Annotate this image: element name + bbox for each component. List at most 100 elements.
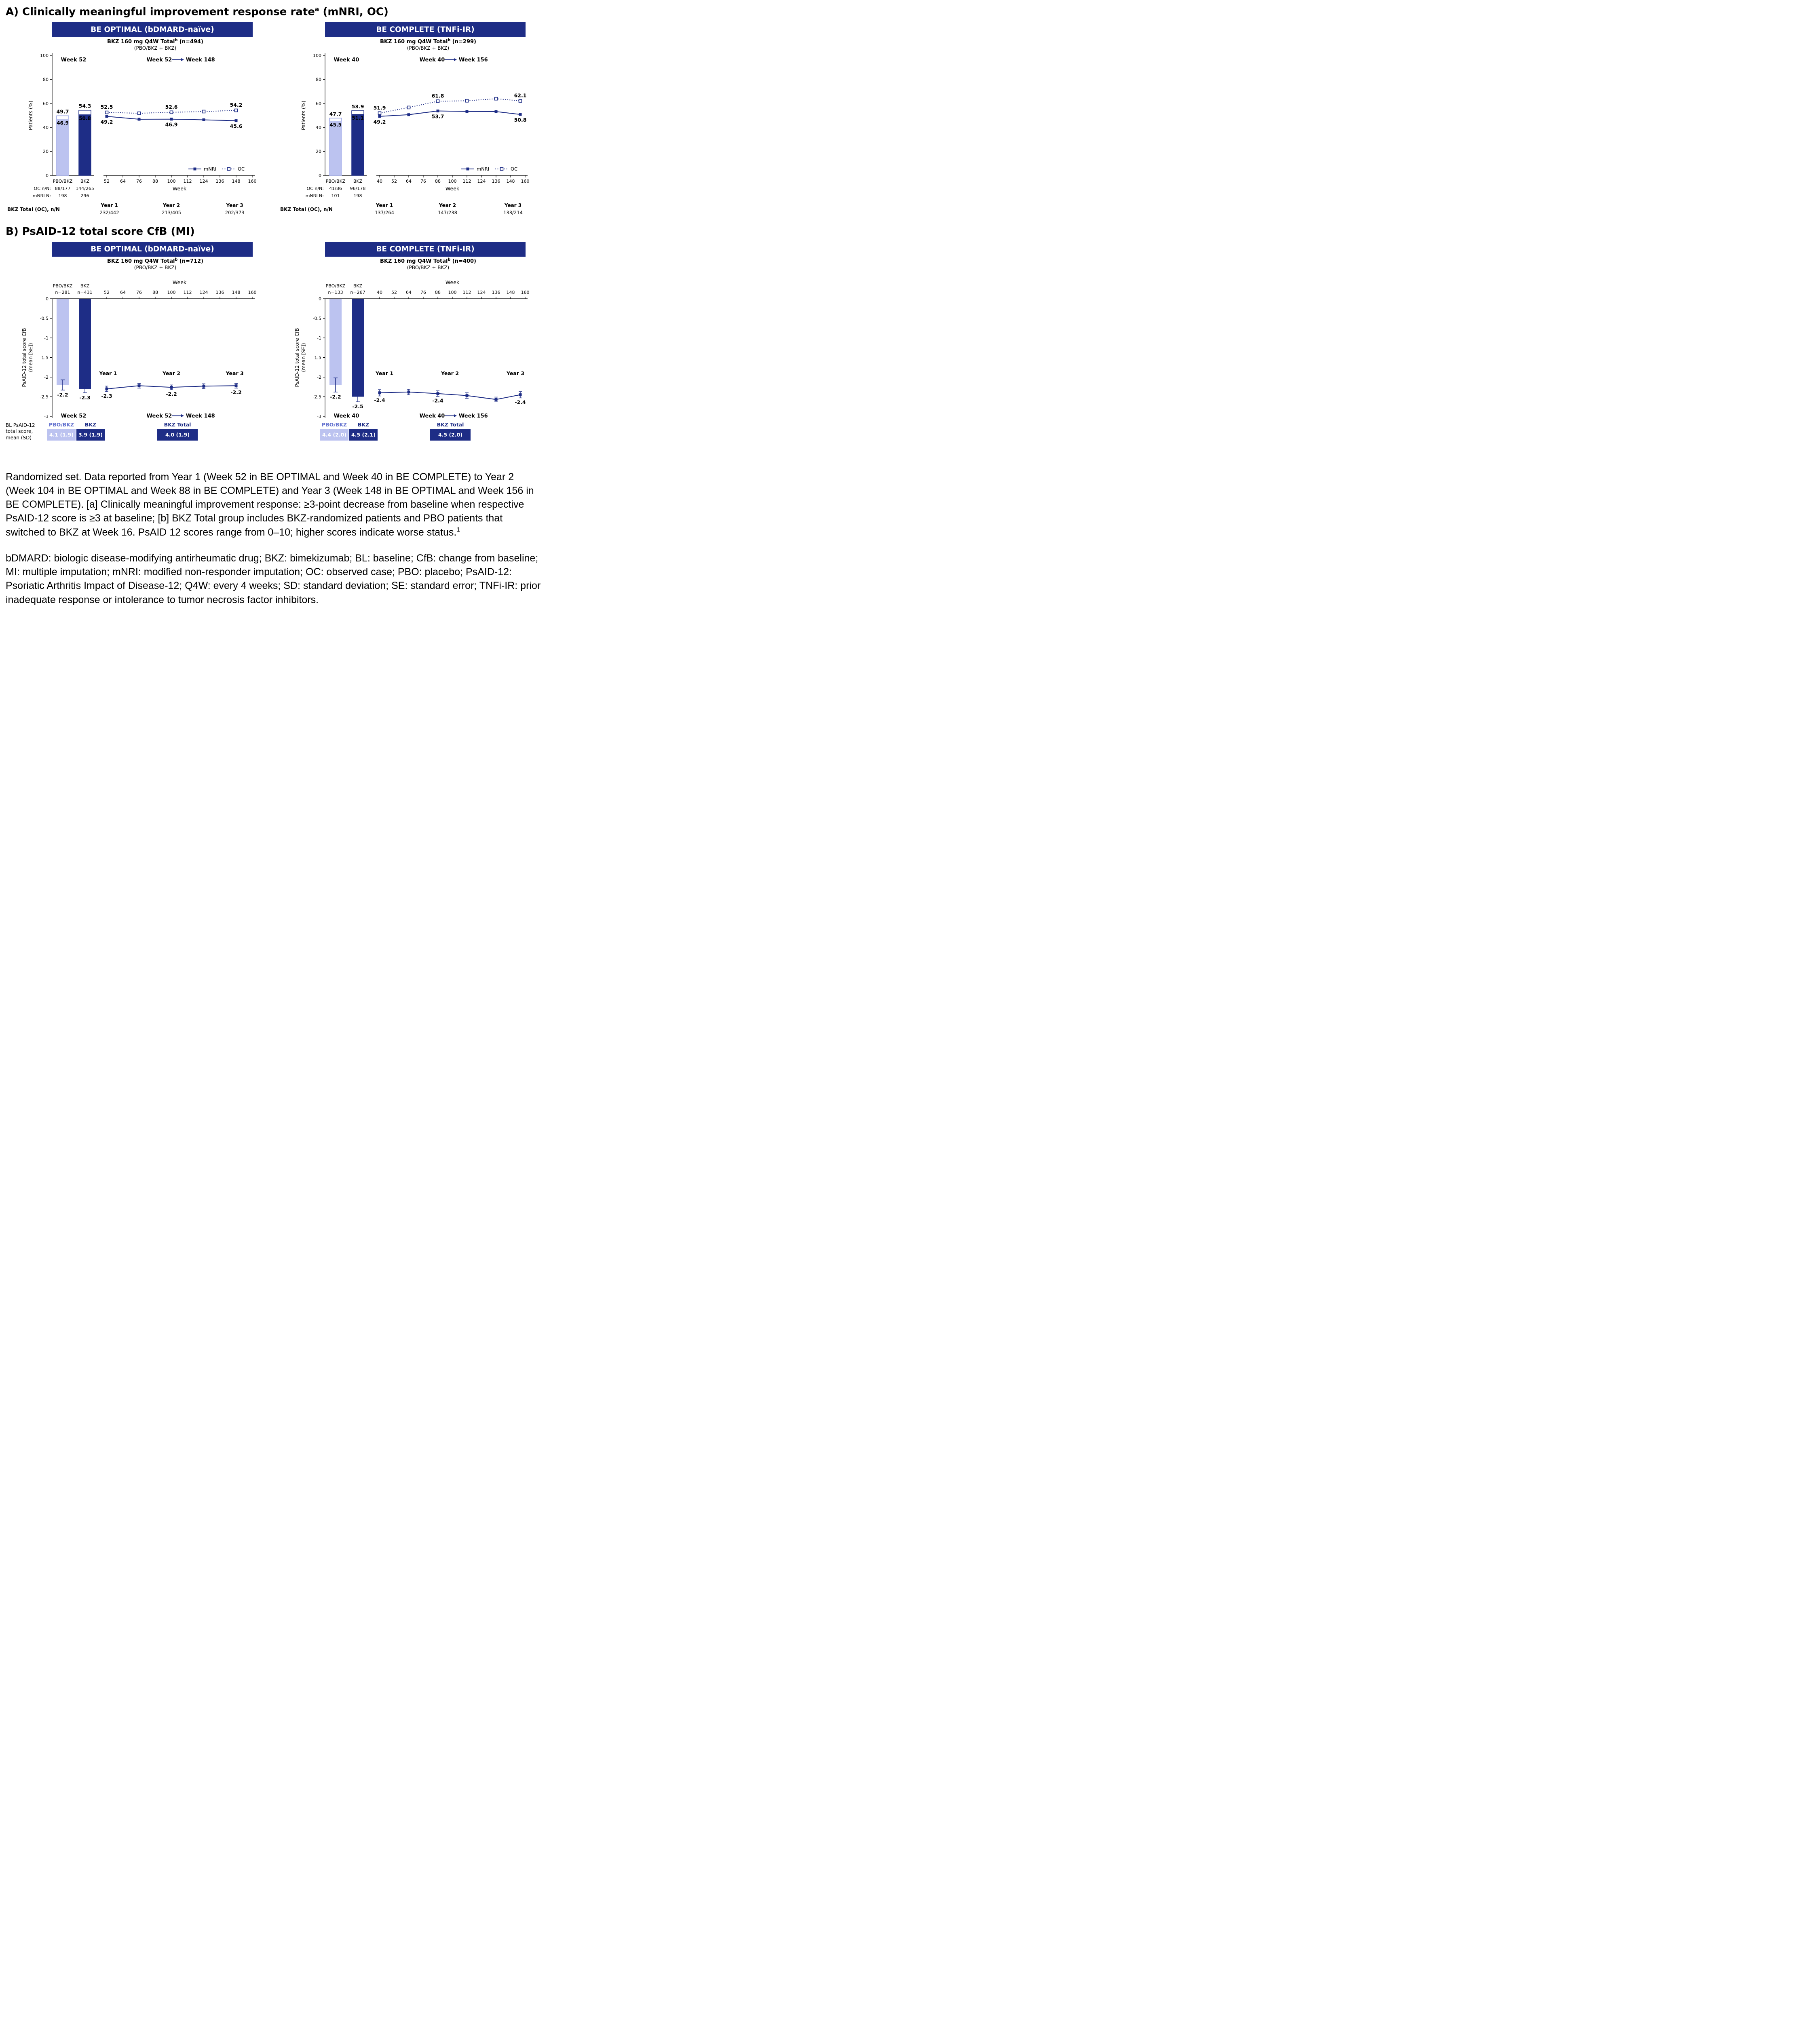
oc-nn-row-label: OC n/N: [34,186,51,191]
svg-text:-2.3: -2.3 [101,393,112,399]
svg-text:Week 148: Week 148 [186,57,215,63]
chart-subtitle: BKZ 160 mg Q4W Totalb (n=494) [107,38,203,45]
svg-text:BKZ: BKZ [80,179,90,184]
svg-text:Year 2: Year 2 [439,203,456,208]
svg-text:52: 52 [391,179,397,184]
svg-text:BKZ: BKZ [353,179,363,184]
y-axis-label-2: (mean [SE]) [28,343,34,372]
bar-week-label: Week 52 [61,413,87,419]
svg-text:137/264: 137/264 [375,210,394,215]
svg-text:46.9: 46.9 [165,121,178,127]
week-range-label: Week 52 Week 148 [147,413,215,419]
svg-text:49.2: 49.2 [101,119,113,125]
svg-text:100: 100 [167,290,176,295]
svg-text:76: 76 [136,179,142,184]
svg-text:198: 198 [354,193,362,198]
svg-text:112: 112 [463,290,471,295]
banner-be-optimal-a: BE OPTIMAL (bDMARD-naïve) [52,22,253,37]
year-labels: Year 1 Year 2 Year 3 [375,370,524,376]
svg-text:47.7: 47.7 [329,111,342,117]
svg-text:-3: -3 [317,414,321,419]
svg-text:-1.5: -1.5 [40,355,49,360]
footnote-randomized: Randomized set. Data reported from Year … [6,470,542,539]
svg-text:0: 0 [319,296,321,302]
svg-text:PBO/BKZ: PBO/BKZ [53,179,73,184]
svg-text:100: 100 [448,290,457,295]
svg-text:147/238: 147/238 [438,210,457,215]
x-axis-label: Week [445,186,460,192]
svg-text:mNRI: mNRI [477,166,489,172]
svg-text:Year 3: Year 3 [506,370,524,376]
svg-text:52.6: 52.6 [165,103,178,110]
year-labels: Year 1 Year 2 Year 3 [99,370,243,376]
series-BKZ Total: -2.4 -2.4 -2.4 [374,389,526,405]
bkz-total-row: BKZ Total (OC), n/N Year 1 137/264 Year 2 14… [280,203,523,215]
svg-text:0: 0 [319,173,321,178]
svg-text:112: 112 [184,179,192,184]
svg-text:Week 40: Week 40 [420,57,445,63]
chart-subtitle2: (PBO/BKZ + BKZ) [134,45,176,51]
chart-b-be-optimal: BKZ 160 mg Q4W Totalb (n=712)(PBO/BKZ + … [21,257,257,419]
svg-text:46.9: 46.9 [57,120,69,126]
svg-text:BKZ Total (OC), n/N: BKZ Total (OC), n/N [280,207,333,212]
svg-text:Week 156: Week 156 [459,57,488,63]
bl-right-total-header: BKZ Total [437,421,464,428]
svg-text:mNRI: mNRI [204,166,216,172]
svg-text:PBO/BKZ: PBO/BKZ [326,283,346,289]
svg-text:-0.5: -0.5 [313,316,321,321]
svg-text:232/442: 232/442 [100,210,119,215]
svg-text:-1: -1 [317,335,321,341]
svg-text:80: 80 [316,77,321,82]
svg-text:100: 100 [167,179,176,184]
svg-text:88: 88 [435,179,441,184]
bar-PBO/BKZ [329,298,342,385]
svg-text:0: 0 [46,296,49,302]
svg-text:40: 40 [316,125,321,130]
svg-text:52: 52 [391,290,397,295]
oc-nn-row-label: OC n/N: [307,186,324,191]
svg-text:51.1: 51.1 [352,115,364,121]
panel-a-row: BE OPTIMAL (bDMARD-naïve) BKZ 160 mg Q4W… [6,22,542,219]
svg-text:76: 76 [420,290,426,295]
chart-a-be-optimal: BKZ 160 mg Q4W Totalb (n=494)(PBO/BKZ + … [7,38,257,215]
bl-row-label: BL PsAID-12 total score, mean (SD) [6,422,35,441]
svg-text:136: 136 [216,290,224,295]
footnote-abbreviations: bDMARD: biologic disease-modifying antir… [6,552,541,605]
svg-text:112: 112 [463,179,471,184]
svg-text:80: 80 [43,77,49,82]
svg-text:-2.2: -2.2 [57,392,68,398]
panel-a-title-tail: (mNRI, OC) [319,6,388,18]
bar-mnri-PBO/BKZ [329,120,342,175]
svg-text:148: 148 [507,290,515,295]
chart-subtitle: BKZ 160 mg Q4W Totalb (n=299) [380,38,476,45]
svg-text:-2.4: -2.4 [374,397,385,403]
bl-left-bkz-header: BKZ [84,421,97,428]
svg-text:n=431: n=431 [77,290,92,295]
svg-text:64: 64 [406,179,412,184]
svg-text:52: 52 [104,290,110,295]
svg-text:100: 100 [448,179,457,184]
figure-page: A) Clinically meaningful improvement res… [0,0,546,623]
svg-text:198: 198 [59,193,67,198]
svg-text:45.5: 45.5 [329,122,342,128]
svg-text:62.1: 62.1 [514,92,527,98]
bl-left-total-value: 4.0 (1.9) [157,428,198,441]
svg-text:BKZ Total (OC), n/N: BKZ Total (OC), n/N [7,207,60,212]
banner-be-complete-a: BE COMPLETE (TNFi-IR) [325,22,526,37]
svg-text:Week 156: Week 156 [459,413,488,419]
panel-b-be-complete-column: BE COMPLETE (TNFi-IR) BKZ 160 mg Q4W Tot… [279,241,543,451]
y-axis-label: PsAID-12 total score CfB [294,328,300,387]
bl-right-bkz-value: 4.5 (2.1) [349,428,378,441]
svg-text:40: 40 [377,290,382,295]
bar-PBO/BKZ [57,298,69,385]
svg-text:148: 148 [232,290,241,295]
svg-text:BKZ: BKZ [353,283,363,289]
svg-text:0: 0 [46,173,49,178]
panel-a-be-optimal-column: BE OPTIMAL (bDMARD-naïve) BKZ 160 mg Q4W… [6,22,270,219]
svg-text:Year 2: Year 2 [163,203,180,208]
bar-BKZ [79,298,91,389]
panel-a-title-text: A) Clinically meaningful improvement res… [6,6,315,18]
svg-text:OC: OC [511,166,517,172]
svg-text:Week 148: Week 148 [186,413,215,419]
svg-text:50.8: 50.8 [79,116,91,121]
